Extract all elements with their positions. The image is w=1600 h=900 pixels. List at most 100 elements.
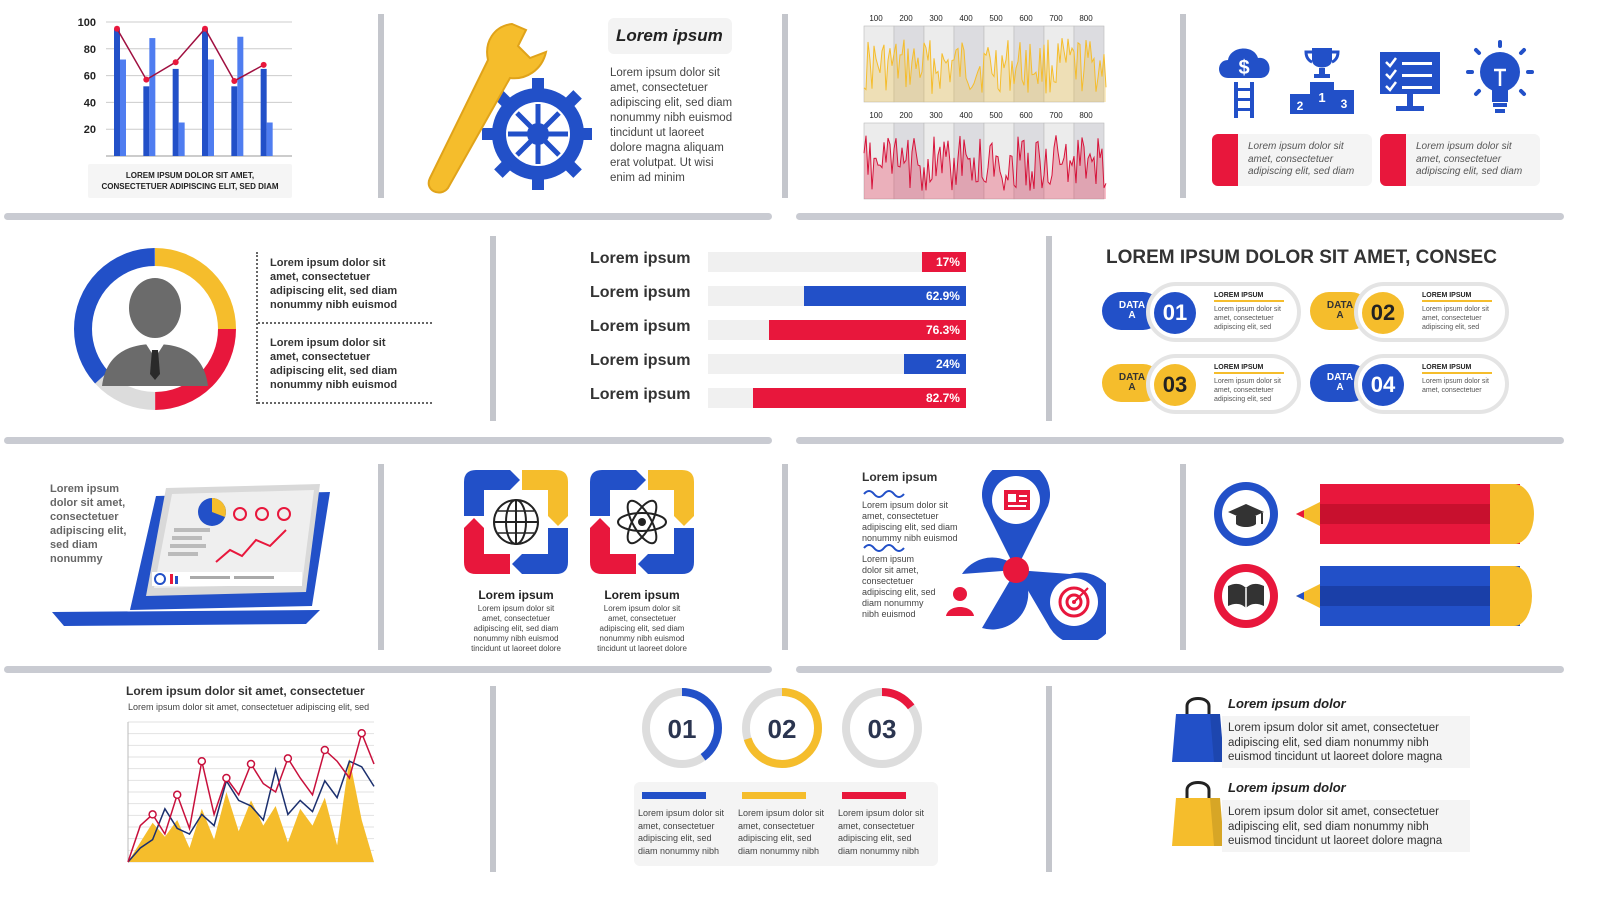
donut-arc xyxy=(842,688,922,768)
progress-list: Lorem ipsum 17% Lorem ipsum 62.9% Lorem ipsu… xyxy=(590,250,980,420)
step-heading: LOREM IPSUM xyxy=(1214,292,1284,302)
id-card-icon xyxy=(1004,490,1030,510)
text-line: sed diam xyxy=(50,539,98,551)
card-text: Lorem ipsum dolor sit amet, consectetuer… xyxy=(1416,141,1522,179)
step-tag-label: DATA xyxy=(1326,300,1354,311)
cycle-body-line: adipiscing elit, sed diam xyxy=(473,624,559,633)
divider xyxy=(1180,464,1186,650)
podium-trophy-icon: 1 2 3 xyxy=(1290,48,1354,114)
svg-text:2: 2 xyxy=(1297,99,1304,113)
divider xyxy=(378,464,384,650)
grid-cell xyxy=(863,25,895,103)
area-series xyxy=(128,758,374,862)
step-item: DATA A 03 LOREM IPSUM Lorem ipsum dolor sit a… xyxy=(1100,352,1310,418)
donut-group: 01 Lorem ipsum dolor sit amet, consectetue… xyxy=(634,684,944,874)
bag-body-line: Lorem ipsum dolor sit amet, consectetuer xyxy=(1228,722,1439,734)
text-line: nonummy nibh euismod xyxy=(270,299,398,311)
text-line: adipiscing elit, sed diam xyxy=(862,522,958,532)
cycle-arrow xyxy=(522,470,568,526)
text-line: amet, consectetuer xyxy=(610,82,708,94)
dotted-divider xyxy=(258,322,432,324)
cycle-arrow xyxy=(638,528,694,574)
pencils-illustration xyxy=(1214,482,1534,628)
divider xyxy=(782,14,788,198)
text-line: nonummy nibh euismod xyxy=(270,379,398,391)
step-item: DATA A 04 LOREM IPSUM Lorem ipsum dolor sit a… xyxy=(1308,352,1518,418)
wrench-icon xyxy=(427,22,548,194)
text-line: Lorem ipsum xyxy=(50,483,120,495)
bar xyxy=(260,68,267,156)
donut-arc xyxy=(642,688,722,768)
svg-text:3: 3 xyxy=(1341,97,1348,111)
tick-label: 800 xyxy=(1079,111,1093,120)
cycle-body-line: adipiscing elit, sed diam xyxy=(599,624,685,633)
text-line: adipiscing elit, sed xyxy=(862,587,936,597)
steps-grid: DATA A 01 LOREM IPSUM Lorem ipsum dolor sit a… xyxy=(1100,280,1520,420)
progress-fill: 76.3% xyxy=(769,320,966,340)
divider xyxy=(1046,686,1052,872)
caption-line: LOREM IPSUM DOLOR SIT AMET, xyxy=(125,171,255,180)
bar xyxy=(172,68,179,156)
cycle-arrow xyxy=(590,518,636,574)
step-body-line: adipiscing elit, sed xyxy=(1214,396,1272,403)
step-tag-sub: A xyxy=(1128,382,1136,393)
progress-donut: 03 xyxy=(842,688,922,768)
data-point xyxy=(202,25,208,32)
dotted-divider xyxy=(258,402,432,404)
donut-body-line: amet, consectetuer xyxy=(838,820,915,831)
cycle-body-line: tincidunt ut laoreet dolore xyxy=(471,644,561,653)
grid-cell xyxy=(923,122,955,200)
bar xyxy=(114,28,120,157)
text-line: diam nonummy xyxy=(862,598,924,608)
bag-body-line: Lorem ipsum dolor sit amet, consectetuer xyxy=(1228,806,1439,818)
data-point xyxy=(143,76,150,83)
text-line: dolore magna aliquam xyxy=(610,142,724,154)
bag-body-line: euismod tincidunt ut laoreet dolore magn… xyxy=(1228,835,1443,847)
divider xyxy=(796,437,1564,444)
series-line xyxy=(863,38,1107,94)
donut-body-line: adipiscing elit, sed xyxy=(638,833,712,843)
progress-label: Lorem ipsum xyxy=(590,318,691,335)
shopping-bag-icon xyxy=(1172,697,1224,762)
globe-icon xyxy=(493,499,539,545)
cycle-arrow xyxy=(464,470,520,516)
text-line: adipiscing elit, sed diam xyxy=(610,97,733,109)
donut-legend-bar xyxy=(742,792,806,799)
bags-group: Lorem ipsum dolor Lorem ipsum dolor sit a… xyxy=(1170,694,1480,874)
data-point xyxy=(246,759,256,769)
tick-label: 40 xyxy=(84,97,96,109)
divider xyxy=(1180,14,1186,198)
wrench-title: Lorem ipsum xyxy=(616,26,723,45)
red-spark-chart: 100 200 300 400 500 600 700 800 xyxy=(863,111,1107,200)
text-line: adipiscing elit, sed diam xyxy=(270,285,398,297)
text-line: dolor sit amet, xyxy=(862,565,919,575)
data-point xyxy=(172,59,179,66)
step-number: 04 xyxy=(1362,364,1404,406)
data-point xyxy=(148,810,157,819)
step-number: 03 xyxy=(1154,364,1196,406)
divider xyxy=(490,686,496,872)
data-point xyxy=(197,756,207,766)
pins-text: Lorem ipsum dolor sit amet, consectetuer… xyxy=(862,554,936,620)
cycle-body-line: Lorem ipsum dolor sit xyxy=(477,604,555,613)
divider xyxy=(4,213,772,220)
tick-label: 500 xyxy=(989,111,1003,120)
donut-body-line: diam nonummy nibh xyxy=(738,845,820,856)
text-line: Lorem ipsum dolor sit xyxy=(1248,141,1344,152)
donut-number: 03 xyxy=(868,714,897,744)
donut-body-line: diam nonummy nibh xyxy=(838,845,920,856)
progress-fill: 82.7% xyxy=(752,388,966,408)
bar xyxy=(231,86,238,156)
area-chart-subtitle: Lorem ipsum dolor sit amet, consectetuer… xyxy=(128,702,370,712)
red-pencil-icon xyxy=(1296,484,1534,544)
bag-text-box xyxy=(1222,716,1470,768)
text-line: adipiscing elit, sed diam xyxy=(1248,166,1355,177)
text-line: Lorem ipsum dolor sit xyxy=(270,337,386,349)
progress-fill: 17% xyxy=(922,252,966,272)
bar-chart-panel: 20 40 60 80 100 LOREM IPSUM DOLOR SIT AMET, … xyxy=(70,12,300,202)
progress-donut: 01 xyxy=(642,688,722,768)
bag-body-line: adipiscing elit, sed diam nonummy nibh xyxy=(1228,736,1429,749)
tick-label: 20 xyxy=(84,124,96,136)
tick-label: 80 xyxy=(84,44,96,56)
series-line xyxy=(116,27,265,82)
